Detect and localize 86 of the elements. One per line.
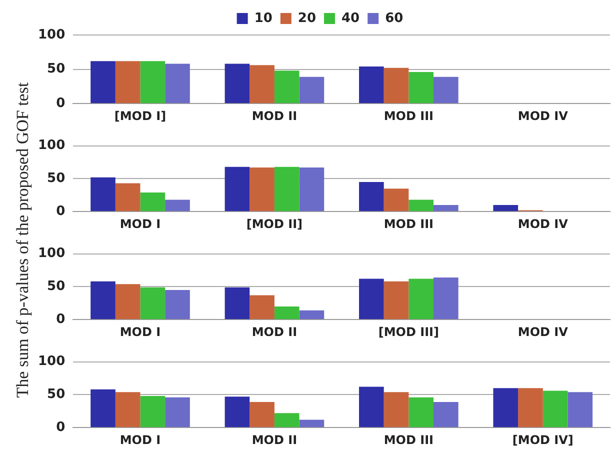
bar: [140, 287, 166, 320]
bar: [90, 61, 116, 104]
x-tick-label: [MOD II]: [246, 216, 303, 231]
bar: [493, 205, 518, 212]
bar: [165, 290, 190, 320]
y-tick-label: 100: [38, 354, 66, 370]
bar: [299, 76, 324, 104]
bar: [434, 402, 458, 428]
bar: [90, 389, 116, 428]
bar: [165, 397, 190, 428]
bar: [140, 61, 166, 104]
bar: [408, 200, 434, 212]
bar: [165, 200, 190, 212]
x-tick-label: MOD III: [384, 216, 434, 231]
bar: [384, 281, 409, 320]
x-tick-label: MOD III: [384, 432, 434, 447]
bar: [542, 390, 568, 428]
bar: [224, 64, 250, 104]
bar: [115, 61, 140, 104]
bar: [299, 420, 324, 428]
x-tick-label: MOD IV: [518, 108, 569, 123]
bar: [384, 188, 409, 212]
y-tick-label: 50: [47, 387, 66, 402]
x-tick-label: MOD I: [120, 324, 161, 339]
bar: [274, 306, 300, 320]
bar: [434, 277, 458, 320]
x-tick-label: [MOD IV]: [512, 432, 574, 447]
x-tick-label: MOD I: [120, 216, 161, 231]
bar: [224, 166, 250, 212]
y-tick-label: 0: [56, 204, 66, 219]
bar: [568, 392, 593, 428]
bar: [250, 295, 274, 320]
y-tick-label: 50: [47, 171, 66, 186]
bar: [250, 402, 274, 428]
bar: [493, 388, 518, 428]
x-tick-label: MOD IV: [518, 216, 569, 231]
bar: [115, 284, 140, 320]
bar: [224, 287, 250, 320]
bar: [408, 72, 434, 104]
y-tick-label: 50: [47, 62, 66, 77]
y-tick-label: 0: [56, 420, 66, 435]
bar: [408, 278, 434, 320]
bar: [115, 183, 140, 212]
bar: [224, 396, 250, 428]
bar: [90, 177, 116, 212]
bar: [140, 192, 166, 212]
bar: [408, 397, 434, 428]
bar: [299, 168, 324, 212]
x-tick-label: MOD II: [252, 324, 298, 339]
y-tick-label: 100: [38, 138, 66, 154]
bar: [384, 68, 409, 104]
bar: [274, 166, 300, 212]
legend-label: 60: [385, 10, 404, 26]
x-tick-label: [MOD III]: [378, 324, 440, 339]
bar: [359, 182, 384, 212]
bar: [165, 64, 190, 104]
bar: [434, 76, 458, 104]
x-tick-label: MOD II: [252, 108, 298, 123]
legend-label: 40: [342, 10, 360, 26]
bar: [274, 70, 300, 104]
x-tick-label: [MOD I]: [114, 108, 166, 123]
bar: [434, 205, 458, 212]
y-tick-label: 50: [47, 279, 66, 294]
bar: [274, 413, 300, 428]
bar: [90, 281, 116, 320]
legend-label: 20: [298, 10, 316, 26]
bar: [115, 392, 140, 428]
bar: [359, 66, 384, 104]
x-tick-label: MOD I: [120, 432, 161, 447]
y-tick-label: 100: [38, 246, 66, 262]
bar: [359, 278, 384, 320]
bar: [384, 392, 409, 428]
bar: [518, 388, 543, 428]
x-tick-label: MOD II: [252, 432, 298, 447]
legend-label: 10: [254, 10, 272, 26]
y-axis-title: The sum of p-values of the proposed GOF test: [13, 81, 33, 400]
x-tick-label: MOD IV: [518, 324, 569, 339]
bar: [140, 396, 166, 428]
x-tick-label: MOD III: [384, 108, 434, 123]
y-tick-label: 0: [56, 312, 66, 327]
bar: [359, 386, 384, 428]
bar: [299, 310, 324, 320]
bar: [250, 65, 274, 104]
y-tick-label: 100: [38, 27, 66, 42]
y-tick-label: 0: [56, 96, 66, 111]
bar: [250, 168, 274, 212]
